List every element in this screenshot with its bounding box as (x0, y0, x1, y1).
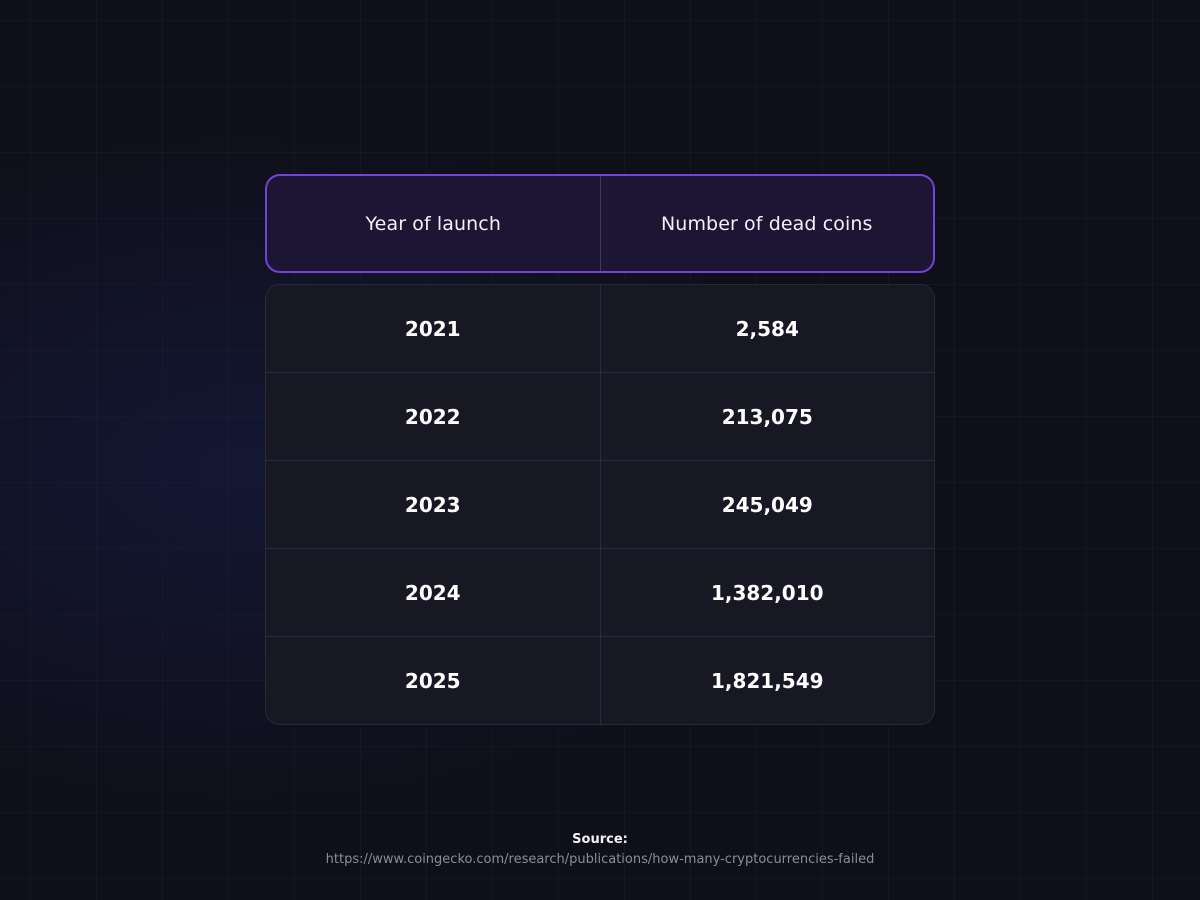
dead-coins-cell: 2,584 (599, 285, 935, 372)
table-row: 2024 1,382,010 (266, 548, 934, 636)
dead-coins-cell: 1,821,549 (599, 637, 935, 724)
dead-coins-table: Year of launch Number of dead coins 2021… (265, 174, 935, 725)
source-note: Source: https://www.coingecko.com/resear… (0, 830, 1200, 870)
column-header-year: Year of launch (365, 212, 501, 235)
column-header-dead-coins: Number of dead coins (599, 176, 934, 271)
table-header-row: Year of launch Number of dead coins (265, 174, 935, 273)
source-url: https://www.coingecko.com/research/publi… (325, 852, 875, 867)
table-row: 2022 213,075 (266, 372, 934, 460)
year-cell: 2024 (404, 580, 461, 605)
dead-coins-cell: 245,049 (599, 461, 935, 548)
table-row: 2023 245,049 (266, 460, 934, 548)
year-cell: 2021 (404, 316, 461, 341)
table-body: 2021 2,584 2022 213,075 2023 245,049 202… (265, 284, 935, 725)
year-cell: 2023 (404, 492, 461, 517)
dead-coins-cell: 213,075 (599, 373, 935, 460)
table-row: 2021 2,584 (266, 285, 934, 372)
source-label: Source: (572, 832, 628, 847)
year-cell: 2025 (404, 668, 461, 693)
table-row: 2025 1,821,549 (266, 636, 934, 724)
dead-coins-cell: 1,382,010 (599, 549, 935, 636)
year-cell: 2022 (404, 404, 461, 429)
